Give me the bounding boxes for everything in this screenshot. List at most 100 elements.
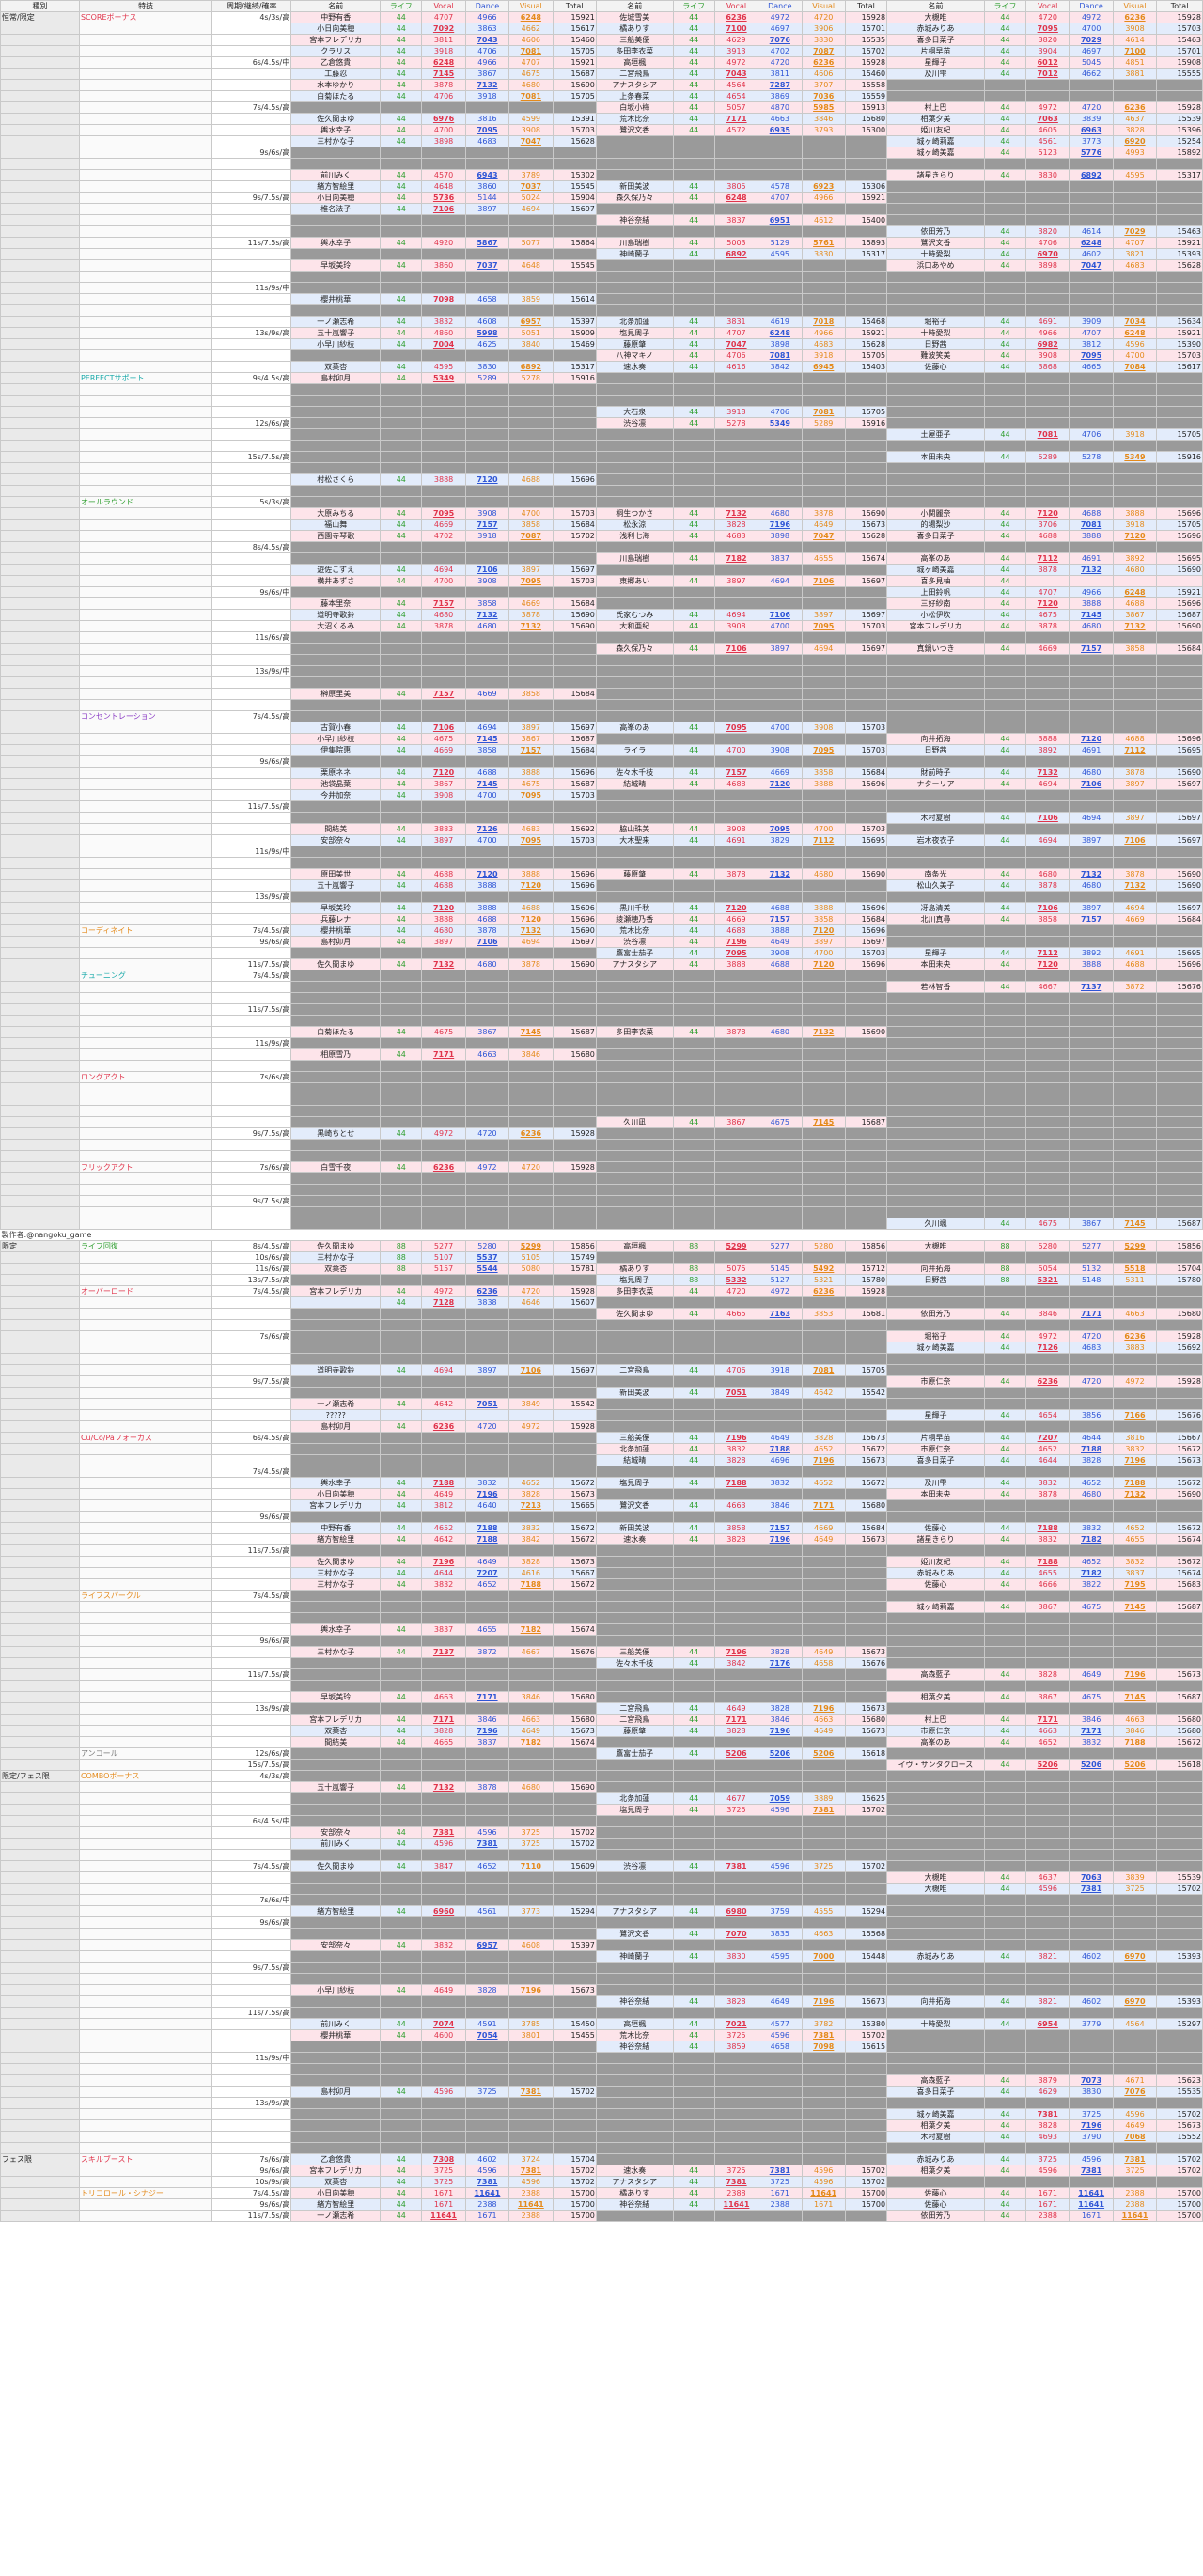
dance-value bbox=[1069, 496, 1114, 508]
vocal-value bbox=[1025, 722, 1070, 734]
idol-name bbox=[886, 1015, 985, 1027]
visual-value bbox=[508, 857, 554, 869]
dance-value: 5280 bbox=[464, 1240, 510, 1252]
idol-name: 前川みく bbox=[290, 1838, 382, 1850]
life-value: 44 bbox=[983, 812, 1027, 824]
interval-cell bbox=[211, 620, 292, 632]
idol-name: 佐久間まゆ bbox=[290, 1860, 382, 1872]
total-value bbox=[844, 879, 888, 892]
total-value bbox=[1156, 1139, 1203, 1151]
vocal-value bbox=[421, 1668, 466, 1681]
dance-value: 11641 bbox=[1069, 2198, 1114, 2211]
total-value bbox=[1156, 789, 1203, 801]
life-value bbox=[983, 1815, 1027, 1827]
idol-name: 安部奈々 bbox=[290, 834, 382, 846]
vocal-value: 3859 bbox=[713, 2041, 759, 2053]
vocal-value: 3878 bbox=[1025, 564, 1070, 576]
visual-value: 3782 bbox=[801, 2018, 846, 2030]
life-value: 44 bbox=[380, 2029, 423, 2041]
total-value: 15618 bbox=[1156, 1759, 1203, 1771]
life-value bbox=[380, 440, 423, 452]
dance-value bbox=[1069, 575, 1114, 587]
visual-value: 5349 bbox=[1112, 451, 1158, 463]
idol-name bbox=[290, 2097, 382, 2109]
vocal-value: 4600 bbox=[421, 2029, 466, 2041]
dance-value bbox=[464, 1353, 510, 1365]
idol-name bbox=[886, 823, 985, 835]
life-value bbox=[380, 654, 423, 666]
idol-name bbox=[290, 1962, 382, 1974]
dance-value bbox=[758, 440, 803, 452]
total-value: 15856 bbox=[844, 1240, 888, 1252]
table-row: 13s/7.5s/高 塩見周子 88 5332 5127 5321 15780 日野茜 88 53… bbox=[0, 1274, 1203, 1286]
idol-name bbox=[595, 699, 674, 711]
total-value bbox=[552, 1060, 597, 1072]
visual-value bbox=[508, 158, 554, 170]
idol-name bbox=[886, 665, 985, 677]
dance-value bbox=[758, 293, 803, 305]
dance-value bbox=[758, 1668, 803, 1681]
vocal-value: 4972 bbox=[421, 1285, 466, 1297]
life-value bbox=[380, 1635, 423, 1647]
category-cell bbox=[0, 1916, 80, 1929]
visual-value bbox=[508, 1601, 554, 1613]
interval-cell: 9s/4.5s/高 bbox=[211, 372, 292, 384]
idol-name bbox=[290, 1590, 382, 1602]
life-value bbox=[672, 1161, 715, 1173]
category-cell bbox=[0, 733, 80, 745]
category-cell bbox=[0, 1184, 80, 1196]
dance-value bbox=[464, 1116, 510, 1128]
idol-name bbox=[886, 90, 985, 102]
feature-cell: SCOREボーナス bbox=[78, 11, 213, 23]
dance-value bbox=[758, 1420, 803, 1433]
feature-cell: コーディネイト bbox=[78, 924, 213, 937]
dance-value: 5278 bbox=[1069, 451, 1114, 463]
total-value bbox=[1156, 722, 1203, 734]
category-cell bbox=[0, 2052, 80, 2064]
life-value bbox=[672, 733, 715, 745]
interval-cell bbox=[211, 440, 292, 452]
life-value bbox=[672, 1184, 715, 1196]
idol-name: 鷺沢文香 bbox=[886, 237, 985, 249]
life-value bbox=[672, 1296, 715, 1309]
idol-name bbox=[886, 192, 985, 204]
idol-name: 安部奈々 bbox=[290, 1939, 382, 1951]
total-value bbox=[552, 2108, 597, 2120]
idol-name bbox=[595, 688, 674, 700]
total-value bbox=[552, 2041, 597, 2053]
dance-value bbox=[758, 2119, 803, 2132]
idol-name: 松永涼 bbox=[595, 519, 674, 531]
dance-value bbox=[758, 1251, 803, 1264]
total-value: 15696 bbox=[844, 924, 888, 937]
header-dance-c: Dance bbox=[1069, 0, 1114, 12]
total-value: 15705 bbox=[552, 45, 597, 57]
interval-cell bbox=[211, 913, 292, 925]
vocal-value: 3867 bbox=[1025, 1601, 1070, 1613]
life-value: 44 bbox=[380, 79, 423, 91]
idol-name: 相葉夕美 bbox=[886, 2119, 985, 2132]
dance-value bbox=[464, 1432, 510, 1444]
idol-name bbox=[595, 812, 674, 824]
visual-value: 4680 bbox=[508, 79, 554, 91]
idol-name: 緒方智絵里 bbox=[290, 180, 382, 193]
total-value: 15667 bbox=[552, 1567, 597, 1579]
dance-value bbox=[758, 428, 803, 441]
category-cell bbox=[0, 1759, 80, 1771]
total-value bbox=[552, 1635, 597, 1647]
table-row: 三村かな子 44 4644 7207 4616 15667 赤城みりあ 44 4655 7182 3… bbox=[0, 1567, 1203, 1579]
idol-name bbox=[290, 1612, 382, 1624]
idol-name bbox=[886, 846, 985, 858]
vocal-value bbox=[713, 304, 759, 317]
interval-cell: 11s/6s/高 bbox=[211, 631, 292, 644]
dance-value: 3898 bbox=[758, 338, 803, 350]
total-value bbox=[1156, 1815, 1203, 1827]
feature-cell bbox=[78, 857, 213, 869]
total-value: 15539 bbox=[1156, 1871, 1203, 1884]
dance-value bbox=[464, 643, 510, 655]
idol-name: 及川雫 bbox=[886, 68, 985, 80]
dance-value bbox=[464, 1747, 510, 1760]
idol-name: 輿水幸子 bbox=[290, 124, 382, 136]
life-value bbox=[672, 135, 715, 147]
table-row: 若林智香 44 4667 7137 3872 15676 bbox=[0, 981, 1203, 993]
interval-cell bbox=[211, 1048, 292, 1061]
